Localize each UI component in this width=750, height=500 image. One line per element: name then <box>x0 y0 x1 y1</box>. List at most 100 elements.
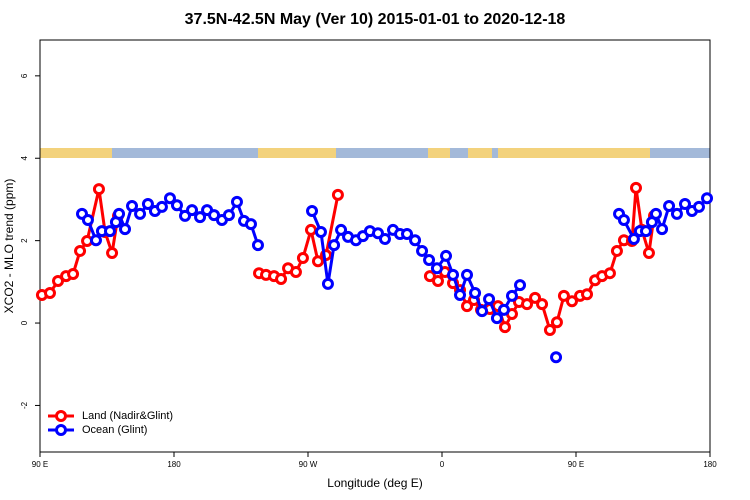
x-tick-label: 180 <box>167 460 181 469</box>
legend-marker <box>55 410 67 422</box>
data-point <box>416 244 429 257</box>
data-point <box>649 207 662 220</box>
data-point <box>617 214 630 227</box>
land-strip <box>428 148 450 158</box>
x-tick-label: 180 <box>703 460 717 469</box>
land-strip <box>40 148 112 158</box>
data-point <box>92 183 105 196</box>
y-axis-label: XCO2 - MLO trend (ppm) <box>2 179 16 314</box>
data-point <box>170 199 183 212</box>
data-point <box>74 244 87 257</box>
data-point <box>543 324 556 337</box>
data-point <box>461 268 474 281</box>
data-point <box>106 247 119 260</box>
data-point <box>639 225 652 238</box>
y-tick-label: 6 <box>20 73 29 78</box>
data-point <box>678 197 691 210</box>
x-tick-label: 90 W <box>299 460 318 469</box>
data-point <box>331 188 344 201</box>
data-point <box>529 291 542 304</box>
data-point <box>186 204 199 217</box>
data-point <box>692 200 705 213</box>
data-point <box>289 265 302 278</box>
data-point <box>497 303 510 316</box>
data-point <box>409 234 422 247</box>
data-point <box>275 272 288 285</box>
data-point <box>440 249 453 262</box>
land-strip <box>258 148 336 158</box>
data-point <box>126 200 139 213</box>
data-point <box>550 351 563 364</box>
y-tick-label: -2 <box>20 401 29 409</box>
data-point <box>483 293 496 306</box>
data-point <box>536 298 549 311</box>
y-tick-label: 2 <box>20 238 29 243</box>
data-point <box>113 207 126 220</box>
data-point <box>656 223 669 236</box>
data-point <box>163 192 176 205</box>
data-point <box>514 279 527 292</box>
data-point <box>89 234 102 247</box>
data-point <box>423 254 436 267</box>
data-point <box>244 218 257 231</box>
data-point <box>630 181 643 194</box>
data-point <box>103 225 116 238</box>
land-strip <box>468 148 492 158</box>
data-point <box>521 298 534 311</box>
data-point <box>311 255 324 268</box>
data-point <box>476 305 489 318</box>
x-tick-label: 90 E <box>568 460 584 469</box>
data-point <box>610 244 623 257</box>
data-point <box>155 200 168 213</box>
data-point <box>490 312 503 325</box>
data-point <box>314 225 327 238</box>
data-point <box>581 288 594 301</box>
data-point <box>454 289 467 302</box>
data-point <box>670 207 683 220</box>
chart-title: 37.5N-42.5N May (Ver 10) 2015-01-01 to 2… <box>185 11 566 28</box>
data-point <box>43 286 56 299</box>
ocean-strip <box>40 148 710 158</box>
data-point <box>194 211 207 224</box>
legend-marker <box>55 424 67 436</box>
data-point <box>304 223 317 236</box>
data-point <box>701 192 714 205</box>
data-point <box>119 223 132 236</box>
legend-label: Ocean (Glint) <box>82 424 147 436</box>
data-point <box>565 295 578 308</box>
data-point <box>603 267 616 280</box>
y-tick-label: 0 <box>20 320 29 325</box>
data-point <box>423 270 436 283</box>
data-point <box>52 275 65 288</box>
data-point <box>447 268 460 281</box>
data-point <box>498 321 511 334</box>
data-point <box>663 200 676 213</box>
data-point <box>642 247 655 260</box>
data-point <box>378 232 391 245</box>
data-point <box>335 223 348 236</box>
data-point <box>141 197 154 210</box>
data-point <box>67 268 80 281</box>
map-strip <box>40 148 710 158</box>
data-point <box>81 214 94 227</box>
data-point <box>222 209 235 222</box>
data-point <box>134 207 147 220</box>
data-point <box>430 262 443 275</box>
legend: Land (Nadir&Glint) Ocean (Glint) <box>48 410 173 436</box>
data-point <box>321 277 334 290</box>
y-tick-label: 4 <box>20 155 29 160</box>
x-axis-label: Longitude (deg E) <box>327 476 422 490</box>
data-point <box>296 251 309 264</box>
data-point <box>251 239 264 252</box>
data-point <box>469 286 482 299</box>
data-point <box>505 289 518 302</box>
land-strip <box>498 148 650 158</box>
data-point <box>230 195 243 208</box>
x-tick-label: 0 <box>440 460 445 469</box>
data-point <box>550 316 563 329</box>
data-point <box>401 228 414 241</box>
legend-label: Land (Nadir&Glint) <box>82 410 173 422</box>
data-point <box>328 239 341 252</box>
